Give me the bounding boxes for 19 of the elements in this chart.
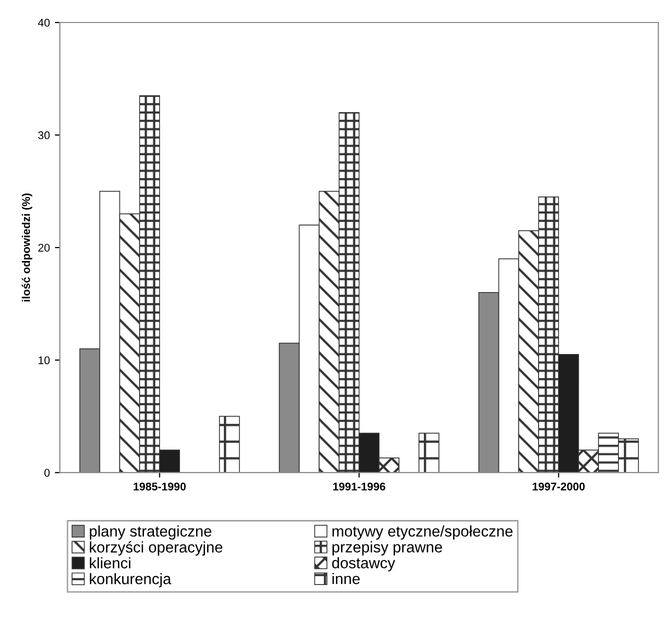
y-tick-label: 10 (38, 356, 50, 364)
y-tick-label: 20 (38, 244, 50, 252)
legend-label: motywy etyczne/społeczne (332, 525, 513, 540)
x-tick-label: 1991-1996 (333, 482, 386, 490)
x-tick-label: 1985-1990 (134, 482, 186, 490)
y-tick-label: 0 (44, 468, 50, 477)
legend-label: dostawcy (332, 557, 396, 572)
x-tick-label: 1997-2000 (532, 482, 585, 490)
bar (219, 416, 240, 473)
legend-label: klienci (90, 557, 130, 568)
legend-label: inne (332, 572, 360, 584)
legend-label: plany strategiczne (90, 525, 212, 540)
y-tick-label: 40 (38, 18, 50, 27)
legend-label: przepisy prawne (332, 541, 442, 556)
legend-label: konkurencja (90, 573, 172, 588)
bar (418, 432, 440, 473)
legend-label: korzyści operacyjne (90, 541, 222, 556)
y-tick-label: 30 (38, 131, 50, 140)
y-axis-title: ilość odpowiedzi (%) (22, 193, 32, 302)
